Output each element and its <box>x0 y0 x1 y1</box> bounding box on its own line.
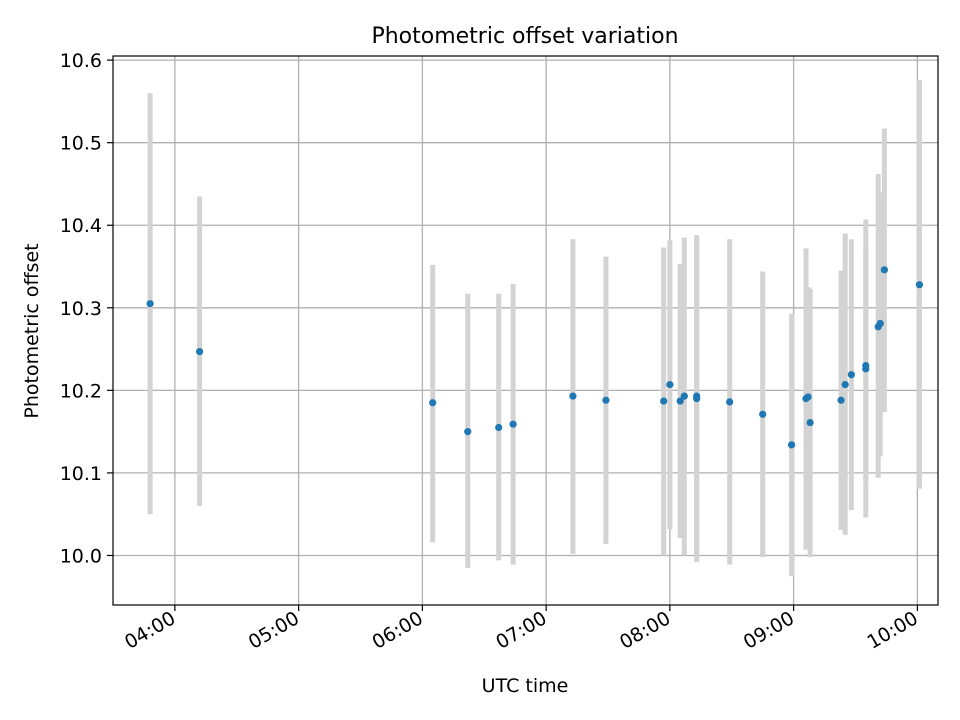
x-tick-label: 06:00 <box>368 607 426 653</box>
y-tick-label: 10.1 <box>60 463 102 485</box>
y-tick-label: 10.2 <box>60 380 102 402</box>
data-point <box>429 399 437 407</box>
x-axis-label: UTC time <box>482 675 569 697</box>
data-point <box>196 347 204 356</box>
x-tick-label: 07:00 <box>492 607 550 653</box>
data-point <box>847 371 855 379</box>
x-tick-label: 05:00 <box>245 607 303 653</box>
data-point <box>787 441 796 449</box>
data-point <box>876 319 884 328</box>
x-tick-label: 08:00 <box>616 607 674 653</box>
data-point <box>464 428 472 436</box>
data-points <box>146 266 924 449</box>
data-point <box>726 398 734 406</box>
chart-title: Photometric offset variation <box>371 24 678 49</box>
x-tick-label: 04:00 <box>121 607 179 653</box>
y-tick-label: 10.5 <box>60 133 102 155</box>
grid <box>113 56 938 605</box>
data-point <box>806 418 814 427</box>
x-axis-ticks: 04:00 05:00 06:00 07:00 08:00 09:00 10:00 <box>121 605 922 654</box>
error-bars <box>147 79 922 577</box>
data-point <box>680 392 688 400</box>
data-point <box>660 397 668 405</box>
y-axis-ticks: 10.0 10.1 10.2 10.3 10.4 10.5 10.6 <box>60 50 113 567</box>
data-point <box>676 397 684 405</box>
y-tick-label: 10.4 <box>60 215 102 237</box>
data-point <box>759 410 767 418</box>
data-point <box>146 300 154 308</box>
data-point <box>666 380 674 389</box>
data-point <box>837 396 845 404</box>
data-point <box>804 393 812 401</box>
data-point <box>841 380 849 389</box>
data-point <box>569 392 577 400</box>
data-point <box>509 420 517 428</box>
data-point <box>880 266 888 274</box>
data-point <box>862 361 870 370</box>
x-tick-label: 10:00 <box>863 607 921 653</box>
y-axis-label: Photometric offset <box>21 243 43 418</box>
y-tick-label: 10.3 <box>60 298 102 320</box>
x-tick-label: 09:00 <box>740 607 798 653</box>
data-point <box>693 392 701 400</box>
y-tick-label: 10.0 <box>60 545 102 567</box>
y-tick-label: 10.6 <box>60 50 102 72</box>
plot-frame <box>112 55 939 606</box>
data-point <box>495 423 503 432</box>
data-point <box>602 396 610 404</box>
data-point <box>915 281 924 289</box>
